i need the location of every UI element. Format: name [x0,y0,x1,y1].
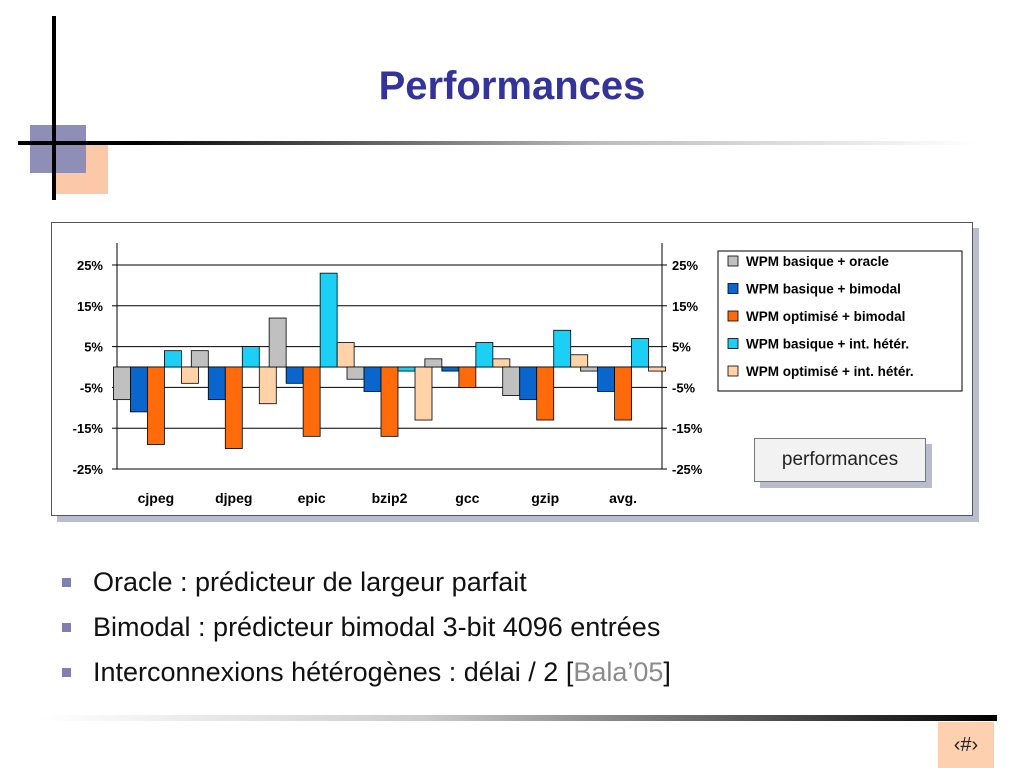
bar [380,366,399,437]
bullet-item: Oracle : prédicteur de largeur parfait [62,560,671,605]
bar [631,338,649,368]
bar [580,366,598,372]
deco-vertical-line [52,16,56,200]
bullet-square-icon [62,623,71,632]
legend-label: WPM basique + oracle [746,254,889,269]
bullet-item: Interconnexions hétérogènes : délai / 2 … [62,650,671,695]
bar [648,366,666,372]
bar [258,366,277,405]
bar-chart: -25% -25% -15% -15% -5% -5% 5% 5% 15% 15% 25% 25% cj… [73,243,963,506]
x-tick-label: epic [298,490,326,506]
bullet-text: Bimodal : prédicteur bimodal 3-bit 4096 … [93,612,661,642]
bullet-text-suffix: ] [663,657,671,687]
bar [241,346,260,368]
x-tick-label: avg. [609,490,637,506]
bar [363,366,382,392]
bar [285,366,304,384]
y-tick-label-left: -5% [80,380,104,395]
legend-swatch [727,365,739,377]
bar [147,366,165,445]
bar [475,342,494,368]
bar [319,272,338,368]
bar [224,366,243,449]
bar [597,366,615,392]
legend-swatch [727,283,739,294]
bar [336,342,355,368]
y-tick-label-right: -15% [672,421,703,436]
x-tick-label: cjpeg [138,490,175,506]
bar [458,366,477,388]
citation-link[interactable]: Bala’05 [573,657,664,687]
deco-horizontal-line [18,141,978,145]
x-tick-label: bzip2 [372,490,408,506]
bullet-square-icon [62,668,71,677]
bar [207,366,226,401]
x-tick-label: djpeg [215,490,252,506]
bar [397,366,416,372]
slide-number: ‹#› [938,722,994,768]
bullet-square-icon [62,578,71,587]
bar [519,366,538,401]
bar [492,358,511,368]
legend-swatch [727,310,739,322]
slide-title: Performances [378,64,646,108]
bar [414,366,433,421]
bar [113,366,131,401]
bar [553,329,572,368]
bar [502,366,521,396]
legend-label: WPM basique + int. hétér. [746,337,909,352]
bullet-text: Interconnexions hétérogènes : délai / 2 … [93,657,574,687]
y-tick-label-right: -25% [672,462,703,477]
performances-label-box: performances [754,438,926,482]
bar [181,366,199,384]
y-tick-label-left: 5% [84,340,103,355]
bullet-text: Oracle : prédicteur de largeur parfait [93,567,527,597]
bar [570,354,589,368]
y-tick-label-right: -5% [672,380,696,395]
y-tick-label-left: 25% [77,258,103,273]
legend-label: WPM optimisé + int. hétér. [746,364,914,379]
y-tick-label-right: 25% [672,258,698,273]
bar [441,366,460,372]
bar [302,366,321,437]
legend-swatch [727,338,739,349]
bar [614,366,632,421]
bullet-item: Bimodal : prédicteur bimodal 3-bit 4096 … [62,605,671,650]
x-tick-label: gzip [531,490,559,506]
x-tick-label: gcc [455,490,479,506]
legend-swatch [727,255,739,267]
y-tick-label-left: -15% [73,421,104,436]
legend-label: WPM basique + bimodal [746,282,901,297]
bar [346,366,365,380]
legend-label: WPM optimisé + bimodal [746,309,905,324]
legend-box [717,250,963,392]
bar [190,350,209,368]
bar [130,366,148,413]
deco-bottom-line [40,715,997,721]
y-tick-label-right: 15% [672,299,698,314]
bullet-list: Oracle : prédicteur de largeur parfait B… [62,560,671,695]
y-tick-label-left: -25% [73,462,104,477]
bar [536,366,555,421]
y-tick-label-left: 15% [77,299,103,314]
bar [268,317,287,368]
bar [164,350,182,368]
deco-square-blue [30,125,86,173]
bar [424,358,443,368]
y-tick-label-right: 5% [672,340,691,355]
